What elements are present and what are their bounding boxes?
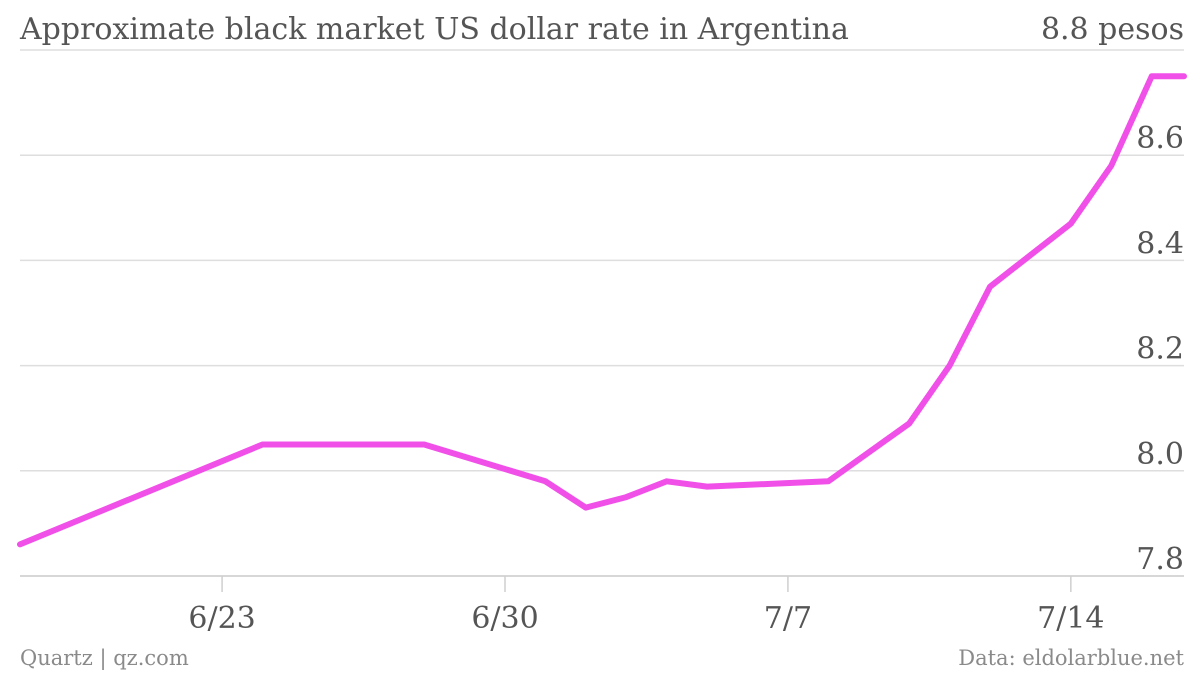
x-tick-label: 6/30 [471,601,538,636]
y-axis-top-label: 8.8 pesos [1040,12,1184,47]
x-tick-label: 7/14 [1037,601,1104,636]
y-tick-label: 8.2 [1136,332,1184,367]
footer-source: Data: eldolarblue.net [958,646,1184,670]
series-line [17,73,1187,548]
y-tick-label: 8.0 [1136,437,1184,472]
x-tick-label: 6/23 [188,601,255,636]
chart-title: Approximate black market US dollar rate … [20,12,849,47]
y-tick-label: 7.8 [1136,542,1184,577]
x-tick-label: 7/7 [764,601,812,636]
y-tick-label: 8.4 [1136,226,1184,261]
footer-credit: Quartz | qz.com [20,646,189,670]
y-tick-label: 8.6 [1136,121,1184,156]
